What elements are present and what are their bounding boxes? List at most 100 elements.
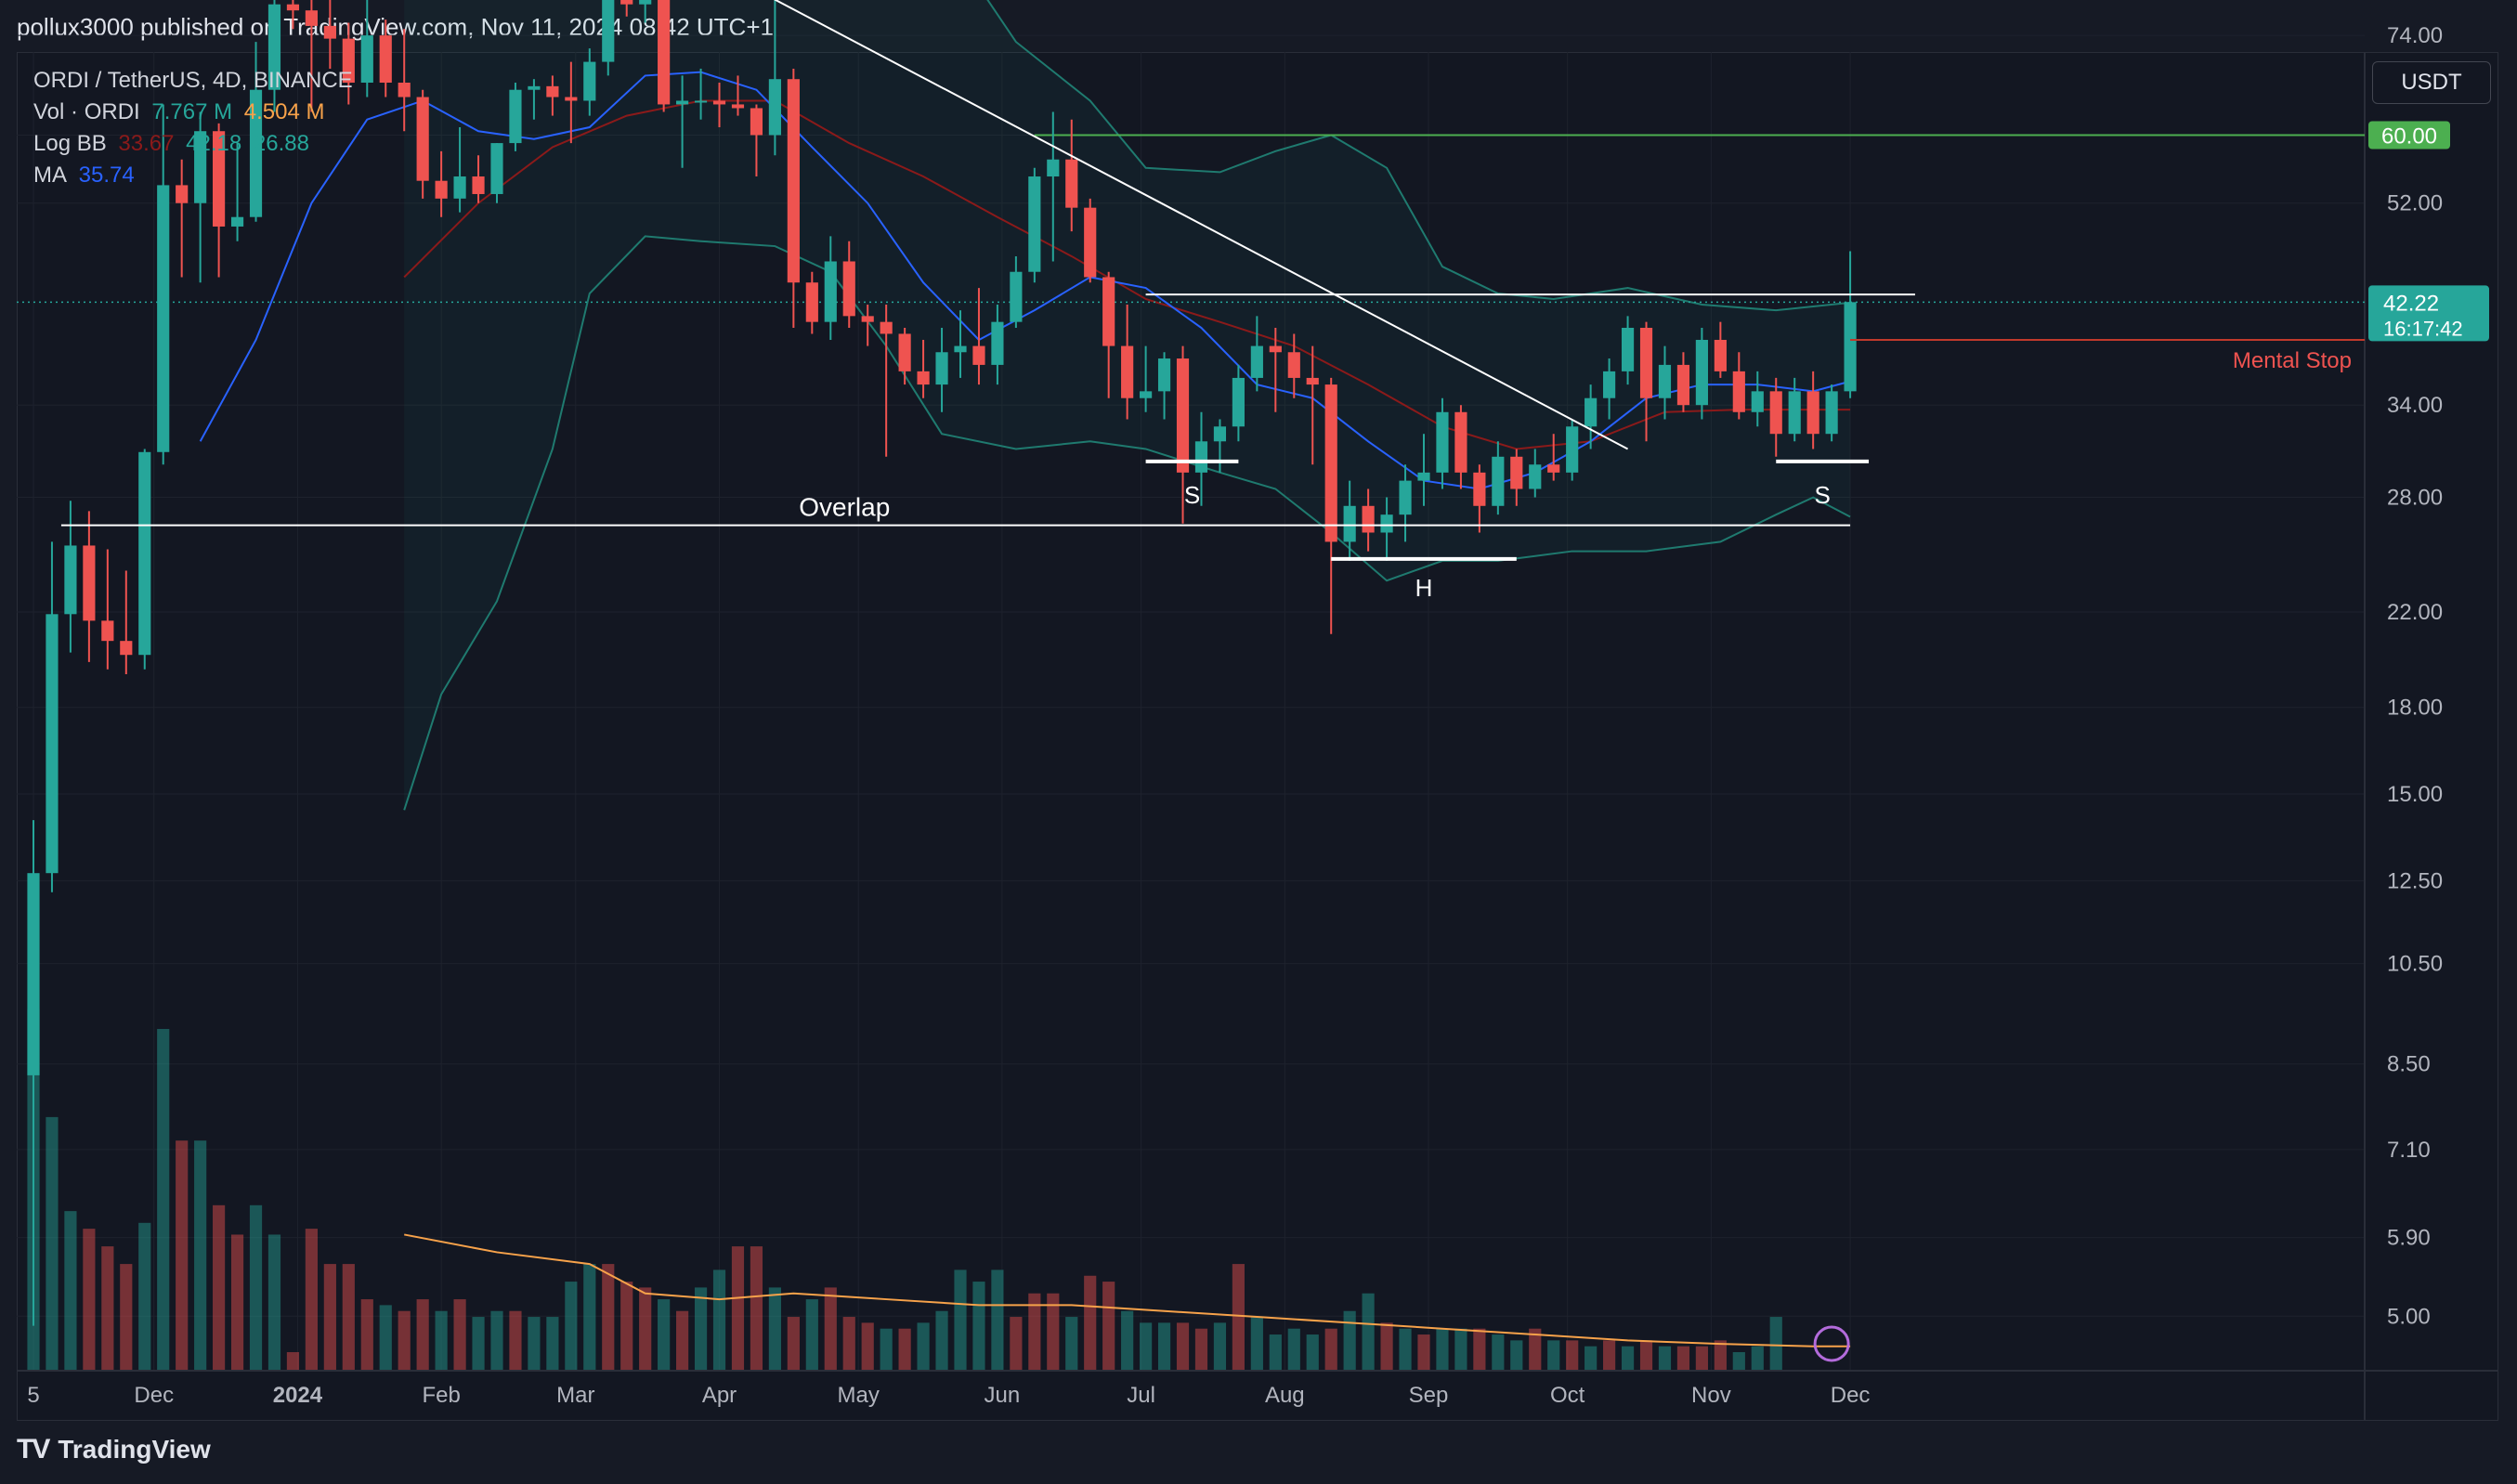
candle-body xyxy=(1213,426,1227,442)
candle-body xyxy=(1028,176,1041,272)
candle-body xyxy=(1529,464,1542,489)
price-axis-label: 12.50 xyxy=(2387,868,2443,893)
volume-bar xyxy=(1269,1334,1282,1370)
volume-bar xyxy=(1603,1340,1616,1370)
candle-body xyxy=(1825,391,1838,435)
time-axis-label: 5 xyxy=(27,1383,39,1408)
ma-value: 35.74 xyxy=(78,163,135,188)
volume-bar xyxy=(898,1328,911,1370)
volume-bar xyxy=(824,1287,837,1370)
price-axis-label: 5.90 xyxy=(2387,1226,2431,1251)
candle-body xyxy=(230,216,244,227)
candle-body xyxy=(1585,397,1598,427)
price-axis-label: 28.00 xyxy=(2387,486,2443,511)
legend-symbol[interactable]: ORDI / TetherUS, 4D, BINANCE xyxy=(33,65,359,97)
chart-legend: ORDI / TetherUS, 4D, BINANCE Vol · ORDI … xyxy=(33,65,359,191)
volume-bar xyxy=(64,1211,77,1370)
volume-bar xyxy=(1695,1346,1708,1370)
candle-body xyxy=(1473,472,1486,506)
volume-bar xyxy=(138,1222,151,1370)
volume-bar xyxy=(1566,1340,1579,1370)
time-axis-label: Oct xyxy=(1550,1383,1585,1408)
candle-body xyxy=(861,316,874,322)
volume-bar xyxy=(1399,1328,1412,1370)
vol-value-1: 7.767 M xyxy=(151,99,233,124)
candle-body xyxy=(472,176,485,194)
volume-bar xyxy=(768,1287,781,1370)
time-axis-label: May xyxy=(838,1383,880,1408)
candle-body xyxy=(972,345,985,365)
volume-bar xyxy=(1102,1282,1115,1370)
candle-body xyxy=(1658,364,1672,398)
current-price-tag xyxy=(2368,285,2489,342)
candle-body xyxy=(1510,456,1523,489)
volume-bar xyxy=(120,1264,133,1370)
candle-body xyxy=(583,61,596,101)
candle-body xyxy=(898,333,911,371)
candle-body xyxy=(1343,505,1356,542)
volume-bar xyxy=(1436,1328,1449,1370)
chart-pane[interactable] xyxy=(17,52,2498,1421)
volume-bar xyxy=(676,1310,689,1370)
volume-bar xyxy=(954,1269,967,1370)
volume-bar xyxy=(935,1310,948,1370)
candle-body xyxy=(138,451,151,656)
currency-selector[interactable]: USDT xyxy=(2372,61,2491,104)
candle-body xyxy=(1194,441,1208,473)
candle-body xyxy=(1140,391,1153,398)
candle-body xyxy=(824,261,837,322)
volume-bar xyxy=(861,1322,874,1370)
candle-body xyxy=(398,83,411,98)
candle-body xyxy=(842,261,855,317)
footer-brand[interactable]: TV TradingView xyxy=(17,1434,211,1465)
bb-value-3: 26.88 xyxy=(253,131,309,156)
ma-label: MA xyxy=(33,163,67,188)
volume-bar xyxy=(1084,1275,1097,1370)
candle-body xyxy=(1250,345,1263,378)
candle-body xyxy=(731,104,745,109)
volume-bar xyxy=(658,1299,671,1370)
volume-ma-line xyxy=(404,1233,1851,1347)
candle-body xyxy=(1436,411,1449,473)
time-axis-label: Apr xyxy=(702,1383,737,1408)
time-axis-label: Sep xyxy=(1409,1383,1449,1408)
time-axis-label: Nov xyxy=(1691,1383,1731,1408)
volume-bar xyxy=(972,1282,985,1370)
candle-body xyxy=(1769,391,1782,435)
legend-bb[interactable]: Log BB 33.67 42.18 26.88 xyxy=(33,128,359,160)
volume-bar xyxy=(1194,1328,1208,1370)
legend-volume[interactable]: Vol · ORDI 7.767 M 4.504 M xyxy=(33,97,359,128)
volume-bar xyxy=(1676,1346,1690,1370)
price-axis-label: 8.50 xyxy=(2387,1052,2431,1077)
volume-bar xyxy=(639,1287,652,1370)
candle-body xyxy=(509,89,522,144)
volume-bar xyxy=(323,1264,336,1370)
volume-bar xyxy=(583,1264,596,1370)
candle-body xyxy=(267,4,281,90)
candle-body xyxy=(176,185,189,203)
candle-body xyxy=(528,85,541,90)
candle-body xyxy=(379,35,392,84)
volume-bar xyxy=(694,1287,708,1370)
candle-body xyxy=(194,131,207,203)
candle-body xyxy=(1084,207,1097,278)
volume-bar xyxy=(1732,1352,1745,1370)
legend-ma[interactable]: MA 35.74 xyxy=(33,160,359,191)
candle-body xyxy=(1399,480,1412,515)
time-axis-label: Mar xyxy=(556,1383,594,1408)
volume-bar xyxy=(1140,1322,1153,1370)
candle-body xyxy=(1287,352,1300,378)
price-axis-label: 74.00 xyxy=(2387,23,2443,48)
candle-body xyxy=(83,545,96,621)
level-price-label: 60.00 xyxy=(2381,124,2437,149)
time-axis-label: Dec xyxy=(1831,1383,1871,1408)
candle-body xyxy=(1306,377,1319,385)
volume-bar xyxy=(1362,1293,1375,1370)
candle-body xyxy=(249,89,263,217)
volume-bar xyxy=(1751,1346,1764,1370)
volume-bar xyxy=(176,1140,189,1370)
volume-bar xyxy=(1769,1317,1782,1370)
candle-body xyxy=(490,143,503,194)
candle-body xyxy=(360,35,373,84)
